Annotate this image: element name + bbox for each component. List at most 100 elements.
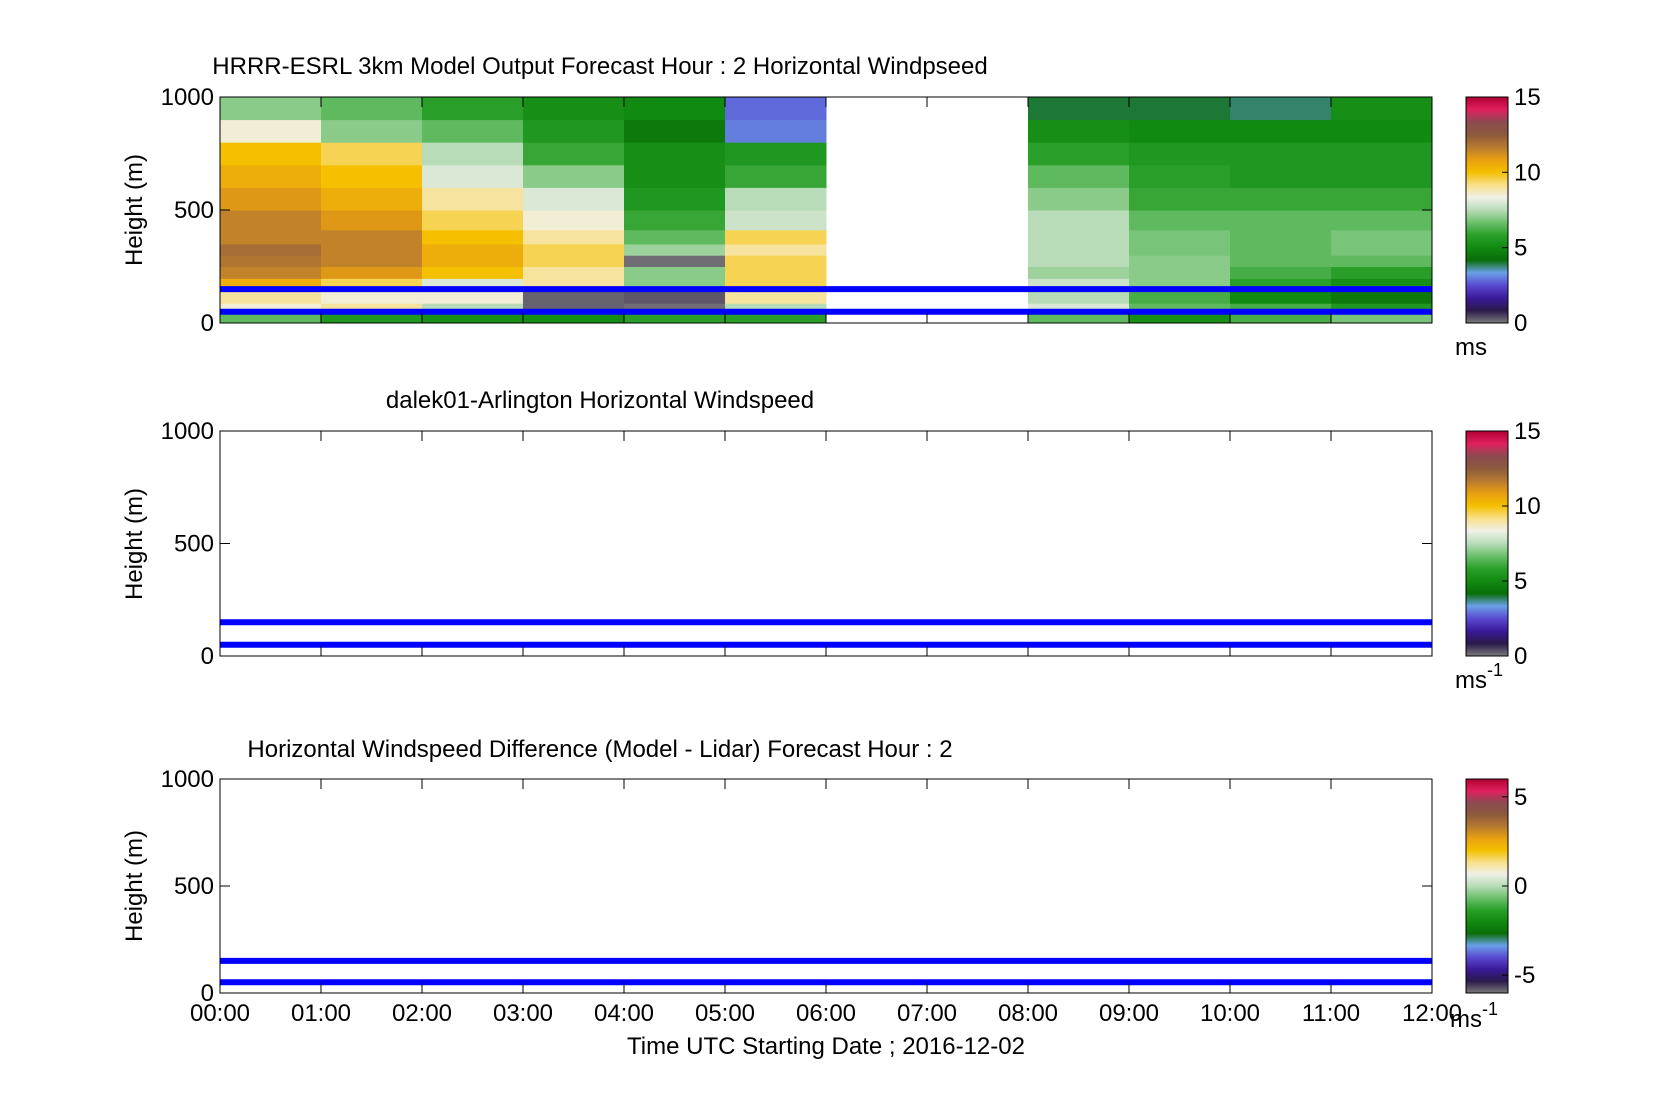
panel-lidar: dalek01-Arlington Horizontal Windspeed 0… xyxy=(121,387,1541,694)
heatmap-cell xyxy=(220,119,322,143)
x-tick-label: 00:00 xyxy=(190,1000,250,1027)
x-tick-label: 01:00 xyxy=(291,1000,351,1027)
x-tick-label: 05:00 xyxy=(695,1000,755,1027)
heatmap-cell xyxy=(1331,210,1433,231)
heatmap-cell xyxy=(1028,119,1130,143)
heatmap-cell xyxy=(422,266,524,279)
heatmap-cell xyxy=(1331,164,1433,188)
heatmap-cell xyxy=(725,290,827,304)
heatmap-cell xyxy=(422,313,524,324)
heatmap-cell xyxy=(725,313,827,324)
heatmap-cell xyxy=(1230,313,1332,324)
heatmap-cell xyxy=(422,187,524,211)
heatmap-cell xyxy=(1230,164,1332,188)
y-tick-label: 500 xyxy=(174,531,214,558)
heatmap-cell xyxy=(220,187,322,211)
x-tick-label: 02:00 xyxy=(392,1000,452,1027)
colorbar-units: ms xyxy=(1455,334,1487,361)
panel-difference: Horizontal Windspeed Difference (Model -… xyxy=(121,736,1535,1060)
x-tick-label: 10:00 xyxy=(1200,1000,1260,1027)
heatmap-cell xyxy=(523,119,625,143)
heatmap-cell xyxy=(624,164,726,188)
y-tick-label: 0 xyxy=(201,980,214,1007)
heatmap-cell xyxy=(624,313,726,324)
heatmap-cell xyxy=(1129,187,1231,211)
heatmap-cell xyxy=(321,187,423,211)
heatmap-cell xyxy=(725,97,827,121)
heatmap-cell xyxy=(1129,229,1231,245)
heatmap-cell xyxy=(422,255,524,267)
heatmap-cell xyxy=(1028,164,1130,188)
y-tick-label: 500 xyxy=(174,197,214,224)
heatmap-cell xyxy=(220,97,322,121)
panel-model-title: HRRR-ESRL 3km Model Output Forecast Hour… xyxy=(212,53,987,80)
x-tick-label: 12:00 xyxy=(1402,1000,1462,1027)
heatmap-cell xyxy=(1230,187,1332,211)
heatmap-cell xyxy=(1028,313,1130,324)
y-tick-label: 1000 xyxy=(161,418,214,445)
heatmap-cell xyxy=(1230,119,1332,143)
heatmap-cell xyxy=(1230,243,1332,256)
heatmap-cell xyxy=(523,290,625,304)
colorbar-units-superscript: -1 xyxy=(1482,999,1498,1019)
heatmap-cell xyxy=(220,142,322,166)
heatmap-cell xyxy=(321,313,423,324)
heatmap-cell xyxy=(624,210,726,231)
lidar-reference-lines xyxy=(220,619,1432,648)
heatmap-cell xyxy=(523,187,625,211)
heatmap-cell xyxy=(422,164,524,188)
x-tick-label: 03:00 xyxy=(493,1000,553,1027)
heatmap-cell xyxy=(1230,266,1332,279)
heatmap-cell xyxy=(1129,164,1231,188)
colorbar-tick-label: 5 xyxy=(1514,568,1527,595)
heatmap-cell xyxy=(1129,313,1231,324)
panel-model: HRRR-ESRL 3km Model Output Forecast Hour… xyxy=(121,53,1541,361)
heatmap-cell xyxy=(1230,142,1332,166)
x-tick-label: 07:00 xyxy=(897,1000,957,1027)
lidar-colorbar: 0 5 10 15 ms-1 xyxy=(1455,418,1541,694)
heatmap-cell xyxy=(321,97,423,121)
heatmap-cell xyxy=(422,119,524,143)
colorbar-tick-label: -5 xyxy=(1514,962,1535,989)
colorbar-tick-label: 5 xyxy=(1514,784,1527,811)
heatmap-cell xyxy=(1129,119,1231,143)
difference-reference-lines xyxy=(220,957,1432,986)
colorbar-units-superscript: -1 xyxy=(1487,660,1503,680)
heatmap-cell xyxy=(523,313,625,324)
heatmap-cell xyxy=(1331,97,1433,121)
heatmap-cell xyxy=(1129,142,1231,166)
colorbar-gradient xyxy=(1465,430,1509,657)
heatmap-cell xyxy=(422,142,524,166)
heatmap-cell xyxy=(321,164,423,188)
heatmap-cell xyxy=(523,243,625,256)
heatmap-cell xyxy=(624,187,726,211)
heatmap-cell xyxy=(220,290,322,304)
heatmap-cell xyxy=(523,142,625,166)
heatmap-cell xyxy=(624,290,726,304)
heatmap-cell xyxy=(1028,290,1130,304)
x-tick-label: 08:00 xyxy=(998,1000,1058,1027)
heatmap-cell xyxy=(321,266,423,279)
colorbar-gradient xyxy=(1465,778,1509,994)
colorbar-gradient xyxy=(1465,96,1509,324)
heatmap-cell xyxy=(725,255,827,267)
heatmap-cell xyxy=(1028,97,1130,121)
heatmap-cell xyxy=(220,243,322,256)
heatmap-cell xyxy=(1129,266,1231,279)
heatmap-cell xyxy=(725,187,827,211)
heatmap-cell xyxy=(725,229,827,245)
heatmap-cell xyxy=(1129,97,1231,121)
heatmap-cell xyxy=(624,266,726,279)
heatmap-cell xyxy=(1028,243,1130,256)
model-ylabel: Height (m) xyxy=(121,154,148,266)
y-tick-label: 0 xyxy=(201,310,214,337)
heatmap-cell xyxy=(220,164,322,188)
colorbar-units: ms-1 xyxy=(1455,660,1503,694)
heatmap-cell xyxy=(624,229,726,245)
heatmap-cell xyxy=(1028,187,1130,211)
heatmap-cell xyxy=(1331,229,1433,245)
heatmap-cell xyxy=(1230,255,1332,267)
heatmap-cell xyxy=(1331,142,1433,166)
